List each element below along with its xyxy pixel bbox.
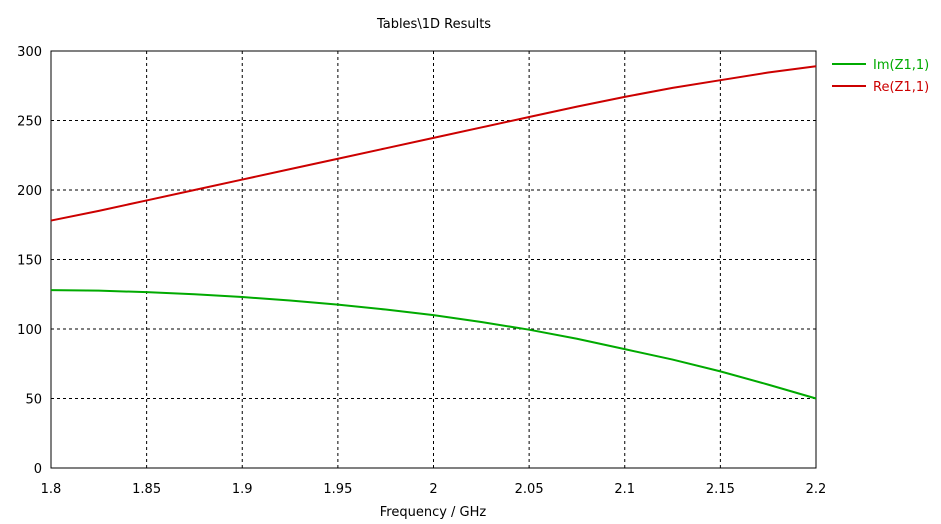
series-lines (50, 65, 817, 400)
x-tick-label: 1.95 (323, 482, 352, 497)
chart-title: Tables\1D Results (376, 17, 491, 32)
x-tick-label: 1.8 (41, 482, 62, 497)
y-tick-label: 150 (17, 254, 42, 269)
y-tick-label: 200 (17, 184, 42, 199)
x-tick-label: 1.85 (132, 482, 161, 497)
legend: Im(Z1,1) Re(Z1,1) (832, 58, 929, 95)
y-tick-label: 50 (25, 393, 42, 408)
grid (51, 51, 816, 468)
x-tick-label: 2.05 (515, 482, 544, 497)
y-tick-label: 250 (17, 115, 42, 130)
y-tick-label: 100 (17, 323, 42, 338)
x-tick-label: 1.9 (232, 482, 253, 497)
x-tick-label: 2.15 (706, 482, 735, 497)
y-tick-label: 0 (34, 462, 42, 477)
series-line-1 (50, 65, 817, 222)
ticks: 1.8 1.85 1.9 1.95 2 2.05 2.1 2.15 2.2 0 50 100 150 20… (17, 45, 826, 497)
x-tick-label: 2.2 (806, 482, 827, 497)
x-axis-label: Frequency / GHz (380, 505, 487, 520)
y-tick-label: 300 (17, 45, 42, 60)
series-line-0 (50, 289, 817, 400)
x-tick-label: 2.1 (614, 482, 635, 497)
legend-label: Im(Z1,1) (873, 58, 929, 73)
x-tick-label: 2 (429, 482, 437, 497)
legend-label: Re(Z1,1) (873, 80, 929, 95)
